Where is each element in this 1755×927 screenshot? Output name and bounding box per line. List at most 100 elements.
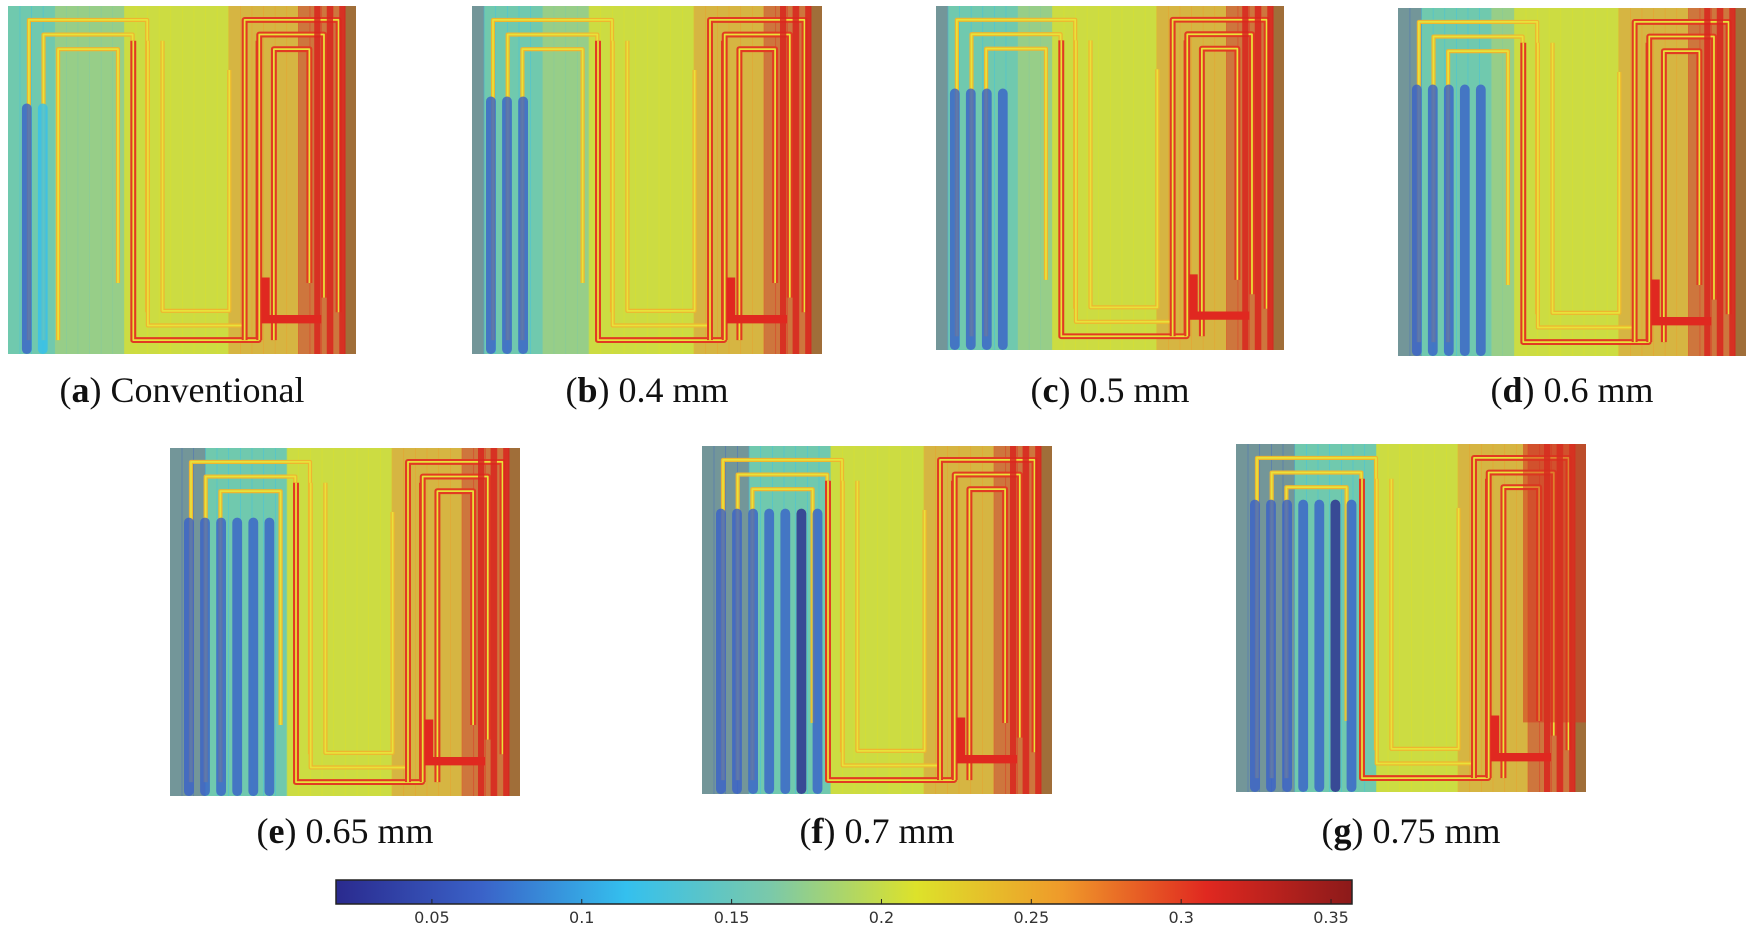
contour-band (89, 6, 102, 354)
cold-streak (997, 88, 1008, 350)
flow-channel (407, 461, 504, 783)
contour-band (900, 446, 913, 794)
contour-band (682, 6, 695, 354)
flow-channel (1390, 478, 1460, 750)
contour-plot-f (702, 446, 1052, 794)
cold-streak (1298, 499, 1309, 792)
cold-streak (1282, 499, 1292, 792)
cold-streak (200, 517, 210, 796)
panel-label: Conventional (110, 370, 305, 410)
cold-streak (1266, 499, 1276, 792)
flow-channel (421, 475, 489, 783)
contour-band (600, 6, 613, 354)
cold-streak (1314, 499, 1325, 792)
panel-caption-g: (g) 0.75 mm (1321, 811, 1501, 851)
flow-channel (968, 488, 1006, 781)
contour-band (310, 448, 323, 796)
contour-band (1399, 444, 1412, 792)
cold-streak (502, 96, 512, 354)
flow-channel (939, 459, 1036, 781)
colorbar-tick-label: 0.25 (1014, 908, 1050, 927)
cold-streak (1475, 84, 1486, 356)
contour-band (66, 6, 79, 354)
hot-bar (1267, 6, 1274, 350)
contour-band (842, 446, 855, 794)
contour-band (147, 6, 160, 354)
flow-channel (261, 277, 322, 324)
contour-band (1606, 8, 1620, 356)
hot-bar (326, 6, 334, 354)
contour-band (472, 6, 485, 354)
cold-streak (1443, 84, 1454, 356)
contour-band (1121, 6, 1134, 350)
contour-band (1028, 6, 1042, 350)
contour-band (670, 6, 683, 354)
cold-streak (37, 103, 48, 354)
contour-band (205, 6, 218, 354)
contour-band (1398, 8, 1411, 356)
contour-band (740, 6, 753, 354)
hot-bar (478, 448, 485, 796)
flow-channel (709, 19, 806, 341)
contour-band (693, 6, 707, 354)
panel-caption-b: (b) 0.4 mm (565, 370, 729, 410)
contour-band (1040, 446, 1052, 794)
hot-bar (314, 6, 321, 354)
hot-bar (1704, 8, 1711, 356)
hot-bar (503, 448, 510, 796)
contour-band (1133, 6, 1146, 350)
contour-band (344, 6, 356, 354)
panel-label: 0.7 mm (844, 811, 955, 851)
contour-band (1411, 444, 1424, 792)
contour-band (1376, 444, 1389, 792)
contour-band (333, 448, 346, 796)
cold-streak (232, 517, 243, 796)
contour-band (530, 6, 543, 354)
contour-band (912, 446, 925, 794)
contour-band (100, 6, 114, 354)
contour-band (877, 446, 890, 794)
contour-band (8, 6, 21, 354)
cold-streak (184, 517, 194, 796)
contour-band (170, 6, 183, 354)
contour-band (135, 6, 148, 354)
cold-streak (780, 508, 791, 794)
flow-channel (1551, 42, 1621, 314)
cold-streak (965, 88, 976, 350)
contour-band (1434, 444, 1447, 792)
panel-label: 0.5 mm (1079, 370, 1190, 410)
cold-streak (748, 508, 758, 794)
contour-band (1422, 444, 1436, 792)
flow-channel (726, 277, 787, 324)
flow-channel (956, 717, 1017, 764)
contour-band (865, 446, 878, 794)
flow-channel (1201, 47, 1239, 337)
contour-band (1560, 8, 1573, 356)
contour-band (1202, 6, 1216, 350)
flow-channel (1648, 35, 1715, 343)
contour-band (1005, 6, 1018, 350)
contour-band (1595, 8, 1608, 356)
flow-channel (626, 40, 696, 312)
flow-channel (1089, 40, 1159, 309)
hot-bar (1010, 446, 1017, 794)
flow-channel (953, 473, 1021, 781)
colorbar-tick-label: 0.05 (414, 908, 450, 927)
contour-band (438, 448, 451, 796)
contour-band (1457, 444, 1471, 792)
colorbar-tick-label: 0.1 (569, 908, 594, 927)
hot-bar (792, 6, 799, 354)
contour-band (752, 6, 765, 354)
contour-band (923, 446, 937, 794)
colorbar-tick-label: 0.35 (1313, 908, 1349, 927)
cold-streak (1427, 84, 1438, 356)
contour-band (1583, 8, 1596, 356)
cold-streak (732, 508, 742, 794)
cold-streak (486, 96, 496, 354)
cold-streak (764, 508, 775, 794)
flow-channel (1186, 33, 1253, 337)
panel-label: 0.6 mm (1543, 370, 1654, 410)
contour-band (228, 6, 241, 354)
contour-band (380, 448, 393, 796)
contour-band (1504, 444, 1517, 792)
